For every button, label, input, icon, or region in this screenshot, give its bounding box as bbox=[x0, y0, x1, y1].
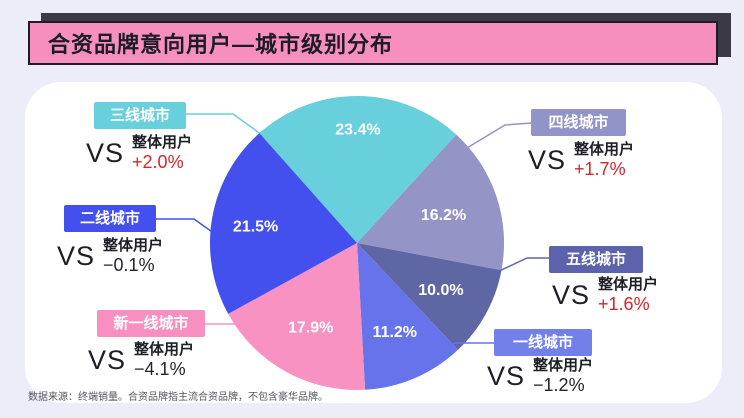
vs-base-label: 整体用户 bbox=[533, 357, 594, 374]
vs-detail: 整体用户 +1.6% bbox=[598, 276, 658, 316]
vs-block-new-tier1: VS 整体用户 −4.1% bbox=[88, 341, 194, 381]
vs-base-label: 整体用户 bbox=[574, 141, 635, 158]
vs-block-tier3: VS 整体用户 +2.0% bbox=[86, 134, 192, 174]
vs-detail: 整体用户 −4.1% bbox=[134, 341, 194, 381]
vs-base-label: 整体用户 bbox=[132, 134, 193, 151]
vs-label: VS bbox=[528, 145, 567, 176]
vs-detail: 整体用户 +2.0% bbox=[132, 134, 192, 174]
vs-delta-value: +1.7% bbox=[574, 159, 626, 179]
vs-delta-value: +2.0% bbox=[132, 152, 184, 172]
vs-label: VS bbox=[88, 345, 127, 376]
vs-delta-value: +1.6% bbox=[598, 294, 650, 314]
vs-label: VS bbox=[86, 138, 125, 169]
leader-line-新一线城市 bbox=[205, 323, 286, 344]
pie-value-label-二线城市: 21.5% bbox=[233, 219, 278, 236]
pie-slice-新一线城市 bbox=[228, 243, 366, 391]
vs-block-tier2: VS 整体用户 −0.1% bbox=[57, 237, 163, 277]
vs-delta-value: −1.2% bbox=[533, 375, 585, 395]
page-title: 合资品牌意向用户—城市级别分布 bbox=[48, 32, 394, 57]
leader-line-三线城市 bbox=[186, 113, 277, 146]
pie-value-label-三线城市: 23.4% bbox=[335, 121, 380, 138]
vs-block-tier4: VS 整体用户 +1.7% bbox=[528, 141, 634, 181]
pie-slice-五线城市 bbox=[357, 243, 502, 350]
pie-value-label-一线城市: 11.2% bbox=[373, 324, 417, 341]
vs-label: VS bbox=[57, 241, 96, 272]
vs-block-tier5: VS 整体用户 +1.6% bbox=[552, 276, 658, 316]
vs-base-label: 整体用户 bbox=[103, 237, 164, 254]
leader-line-二线城市 bbox=[156, 218, 237, 250]
city-badge-tier5: 五线城市 bbox=[549, 246, 643, 273]
city-badge-new-tier1: 新一线城市 bbox=[97, 310, 205, 337]
pie-slice-二线城市 bbox=[209, 133, 357, 314]
vs-delta-value: −4.1% bbox=[134, 359, 186, 379]
vs-detail: 整体用户 −1.2% bbox=[533, 357, 593, 397]
vs-block-tier1: VS 整体用户 −1.2% bbox=[487, 357, 593, 397]
vs-label: VS bbox=[487, 361, 526, 392]
pie-slice-三线城市 bbox=[259, 96, 457, 244]
pie-slice-四线城市 bbox=[357, 134, 505, 271]
city-badge-tier1: 一线城市 bbox=[494, 329, 592, 356]
leader-line-一线城市 bbox=[414, 342, 494, 356]
vs-base-label: 整体用户 bbox=[598, 276, 659, 293]
leader-line-四线城市 bbox=[451, 122, 532, 158]
data-source-note: 数据来源：终端销量。合资品牌指主流合资品牌，不包含豪华品牌。 bbox=[28, 392, 328, 403]
city-badge-tier3: 三线城市 bbox=[94, 102, 186, 129]
pie-value-label-五线城市: 10.0% bbox=[418, 282, 463, 299]
page-title-bar: 合资品牌意向用户—城市级别分布 bbox=[28, 21, 718, 65]
pie-value-label-四线城市: 16.2% bbox=[421, 207, 466, 224]
city-badge-tier2: 二线城市 bbox=[64, 205, 156, 232]
pie-slice-一线城市 bbox=[357, 243, 458, 390]
pie-value-label-新一线城市: 17.9% bbox=[288, 320, 333, 337]
city-badge-tier4: 四线城市 bbox=[531, 109, 626, 136]
vs-delta-value: −0.1% bbox=[103, 255, 155, 275]
leader-line-五线城市 bbox=[477, 257, 549, 282]
vs-label: VS bbox=[552, 280, 591, 311]
vs-detail: 整体用户 +1.7% bbox=[574, 141, 634, 181]
vs-detail: 整体用户 −0.1% bbox=[103, 237, 163, 277]
vs-base-label: 整体用户 bbox=[134, 341, 195, 358]
